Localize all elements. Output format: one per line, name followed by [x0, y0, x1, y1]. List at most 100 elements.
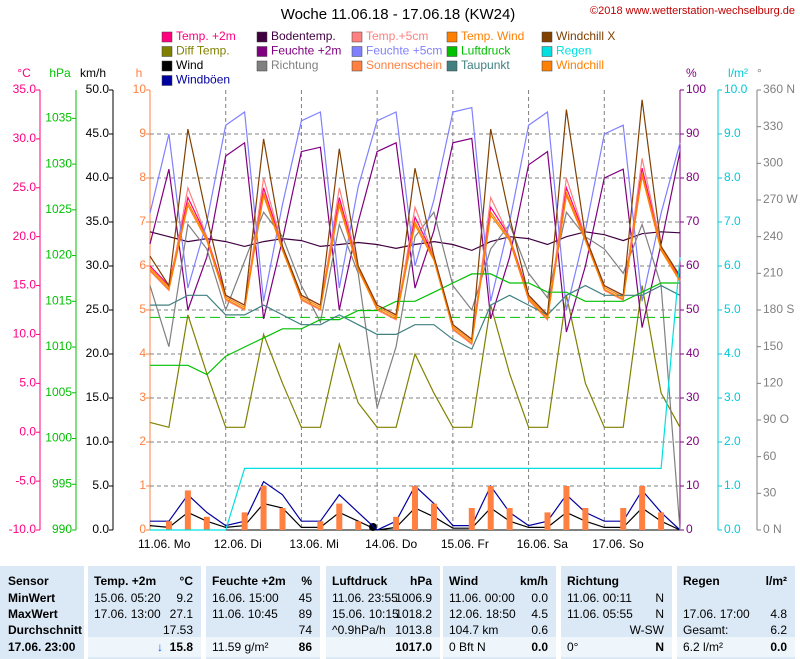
- y-tick-label: 25.0: [86, 302, 110, 316]
- y-tick-label: 9.0: [724, 126, 741, 140]
- y-tick-label: 1000: [45, 431, 72, 445]
- cell-note: 11.06. 00:11: [567, 591, 632, 605]
- y-tick-label: 8.0: [724, 170, 741, 184]
- cell-value: W-SW: [629, 623, 664, 637]
- chart-title: Woche 11.06.18 - 17.06.18 (KW24): [281, 6, 516, 23]
- legend-swatch: [351, 46, 363, 57]
- summary-table: Sensor MinWert MaxWert Durchschnitt 17.06. 2…: [0, 566, 800, 659]
- header-label: Sensor: [8, 574, 49, 588]
- legend-swatch: [256, 60, 268, 72]
- current-row-bg: [677, 637, 795, 657]
- y-tick-label: 995: [52, 476, 72, 490]
- y-tick-label: 30.0: [13, 131, 37, 145]
- row-label: MinWert: [8, 591, 56, 605]
- y-tick-label: 40: [686, 346, 700, 360]
- cell-value: 9.2: [176, 591, 193, 605]
- legend-label: Feuchte +5cm: [366, 44, 442, 58]
- axis-unit: %: [686, 66, 697, 80]
- legend-label: Wind: [176, 58, 203, 72]
- y-tick-label: 1020: [45, 248, 72, 262]
- series-line: [149, 106, 681, 311]
- legend-label: Windchill: [556, 58, 604, 72]
- y-tick-label: 150: [763, 339, 783, 353]
- y-tick-label: 20: [686, 434, 700, 448]
- y-tick-label: 4.0: [724, 346, 741, 360]
- series-line: [149, 285, 681, 429]
- sunshine-bar: [260, 486, 267, 530]
- y-tick-label: 90 O: [763, 412, 789, 426]
- legend-label: Diff Temp.: [176, 44, 230, 58]
- y-tick-label: 240: [763, 229, 783, 243]
- y-tick-label: 360 N: [763, 82, 795, 96]
- cell-note: ^0.9hPa/h: [332, 623, 386, 637]
- cell-note: 6.2 l/m²: [683, 640, 724, 654]
- x-tick-label: 14.06. Do: [365, 537, 417, 551]
- legend-label: Temp. Wind: [461, 29, 524, 43]
- sunshine-bar: [468, 508, 475, 530]
- series-line: [149, 99, 681, 341]
- cell-value: 0.6: [531, 623, 548, 637]
- cell-note: 16.06. 15:00: [212, 591, 279, 605]
- y-tick-label: 300: [763, 156, 783, 170]
- cell-note: 11.06. 10:45: [212, 607, 278, 621]
- y-tick-label: 990: [52, 522, 72, 536]
- y-tick-label: 35.0: [13, 82, 37, 96]
- cell-value: 89: [298, 607, 312, 621]
- group-unit: °C: [179, 574, 193, 588]
- legend-swatch: [541, 60, 553, 72]
- y-tick-label: 100: [686, 82, 706, 96]
- cell-note: 17.06. 13:00: [94, 607, 161, 621]
- cell-value: 45: [298, 591, 312, 605]
- y-tick-label: 330: [763, 119, 783, 133]
- cell-value: 4.8: [770, 607, 787, 621]
- y-tick-label: 20.0: [13, 229, 37, 243]
- group-unit: l/m²: [765, 574, 787, 588]
- y-tick-label: 5: [139, 302, 146, 316]
- group-unit: km/h: [519, 574, 548, 588]
- y-tick-label: 25.0: [13, 180, 37, 194]
- cell-value: 1017.0: [395, 640, 432, 654]
- sunshine-bar: [203, 516, 210, 530]
- group-name: Luftdruck: [332, 574, 388, 588]
- axis-unit: °C: [17, 66, 31, 80]
- legend-swatch: [161, 60, 173, 72]
- series-line: [149, 158, 681, 346]
- y-tick-label: 0.0: [724, 522, 741, 536]
- y-tick-label: 0.0: [19, 424, 36, 438]
- x-tick-label: 16.06. Sa: [517, 537, 569, 551]
- sunshine-bar: [184, 490, 191, 530]
- y-tick-label: 30: [686, 390, 700, 404]
- cell-value: 15.8: [169, 640, 193, 654]
- x-tick-label: 13.06. Mi: [289, 537, 338, 551]
- cell-note: 0 Bft N: [449, 640, 486, 654]
- group-unit: %: [301, 574, 312, 588]
- y-tick-label: 35.0: [86, 214, 110, 228]
- series-line: [149, 172, 681, 343]
- cell-value: 1018.2: [395, 607, 432, 621]
- axis-unit: h: [136, 66, 143, 80]
- legend-label: Feuchte +2m: [271, 44, 341, 58]
- y-tick-label: 30.0: [86, 258, 110, 272]
- y-tick-label: 1030: [45, 156, 72, 170]
- group-name: Wind: [449, 574, 479, 588]
- cell-value: 17.53: [162, 623, 193, 637]
- y-tick-label: 0.0: [92, 522, 109, 536]
- y-tick-label: 80: [686, 170, 700, 184]
- y-tick-label: 6: [139, 258, 146, 272]
- series-line: [149, 175, 681, 345]
- cell-value: 1006.9: [395, 591, 432, 605]
- y-tick-label: 50: [686, 302, 700, 316]
- cell-value: 6.2: [770, 623, 787, 637]
- legend-swatch: [541, 31, 553, 43]
- legend-label: Windchill X: [556, 29, 615, 43]
- cell-note: 15.06. 05:20: [94, 591, 161, 605]
- y-tick-label: 0: [686, 522, 693, 536]
- y-tick-label: 1: [139, 478, 146, 492]
- legend-swatch: [351, 60, 363, 72]
- y-tick-label: 70: [686, 214, 700, 228]
- current-row-bg: [561, 637, 672, 657]
- x-tick-label: 15.06. Fr: [441, 537, 489, 551]
- cell-value: 1013.8: [395, 623, 432, 637]
- sunshine-bar: [412, 486, 418, 530]
- sunshine-bar: [317, 521, 324, 530]
